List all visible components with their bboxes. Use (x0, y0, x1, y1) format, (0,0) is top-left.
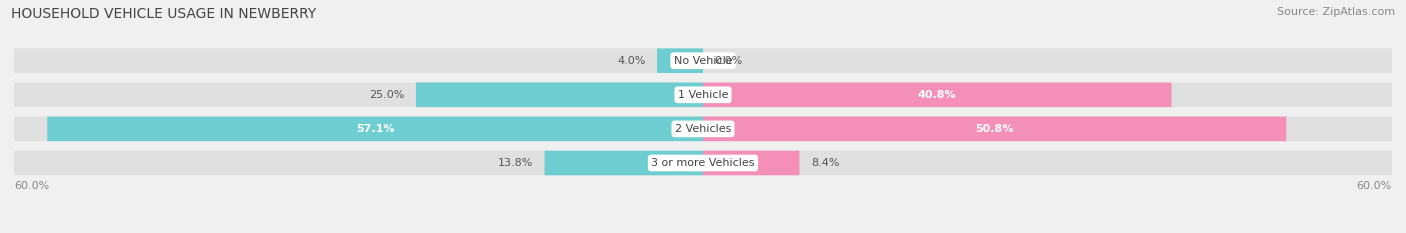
FancyBboxPatch shape (416, 82, 703, 107)
Text: 0.0%: 0.0% (714, 56, 742, 66)
Text: 4.0%: 4.0% (617, 56, 645, 66)
Text: 60.0%: 60.0% (14, 181, 49, 191)
FancyBboxPatch shape (703, 151, 800, 175)
Text: 1 Vehicle: 1 Vehicle (678, 90, 728, 100)
Text: 3 or more Vehicles: 3 or more Vehicles (651, 158, 755, 168)
Text: 13.8%: 13.8% (498, 158, 533, 168)
FancyBboxPatch shape (657, 48, 703, 73)
FancyBboxPatch shape (544, 151, 703, 175)
Text: Source: ZipAtlas.com: Source: ZipAtlas.com (1277, 7, 1395, 17)
FancyBboxPatch shape (14, 82, 1392, 107)
Text: 60.0%: 60.0% (1357, 181, 1392, 191)
FancyBboxPatch shape (703, 82, 1171, 107)
FancyBboxPatch shape (48, 116, 703, 141)
Text: 2 Vehicles: 2 Vehicles (675, 124, 731, 134)
Text: 40.8%: 40.8% (918, 90, 956, 100)
Legend: Owner-occupied, Renter-occupied: Owner-occupied, Renter-occupied (568, 229, 838, 233)
Text: 57.1%: 57.1% (356, 124, 395, 134)
Text: 50.8%: 50.8% (976, 124, 1014, 134)
FancyBboxPatch shape (14, 116, 1392, 141)
Text: 8.4%: 8.4% (811, 158, 839, 168)
FancyBboxPatch shape (14, 48, 1392, 73)
Text: No Vehicle: No Vehicle (673, 56, 733, 66)
FancyBboxPatch shape (703, 116, 1286, 141)
FancyBboxPatch shape (14, 151, 1392, 175)
Text: HOUSEHOLD VEHICLE USAGE IN NEWBERRY: HOUSEHOLD VEHICLE USAGE IN NEWBERRY (11, 7, 316, 21)
Text: 25.0%: 25.0% (370, 90, 405, 100)
